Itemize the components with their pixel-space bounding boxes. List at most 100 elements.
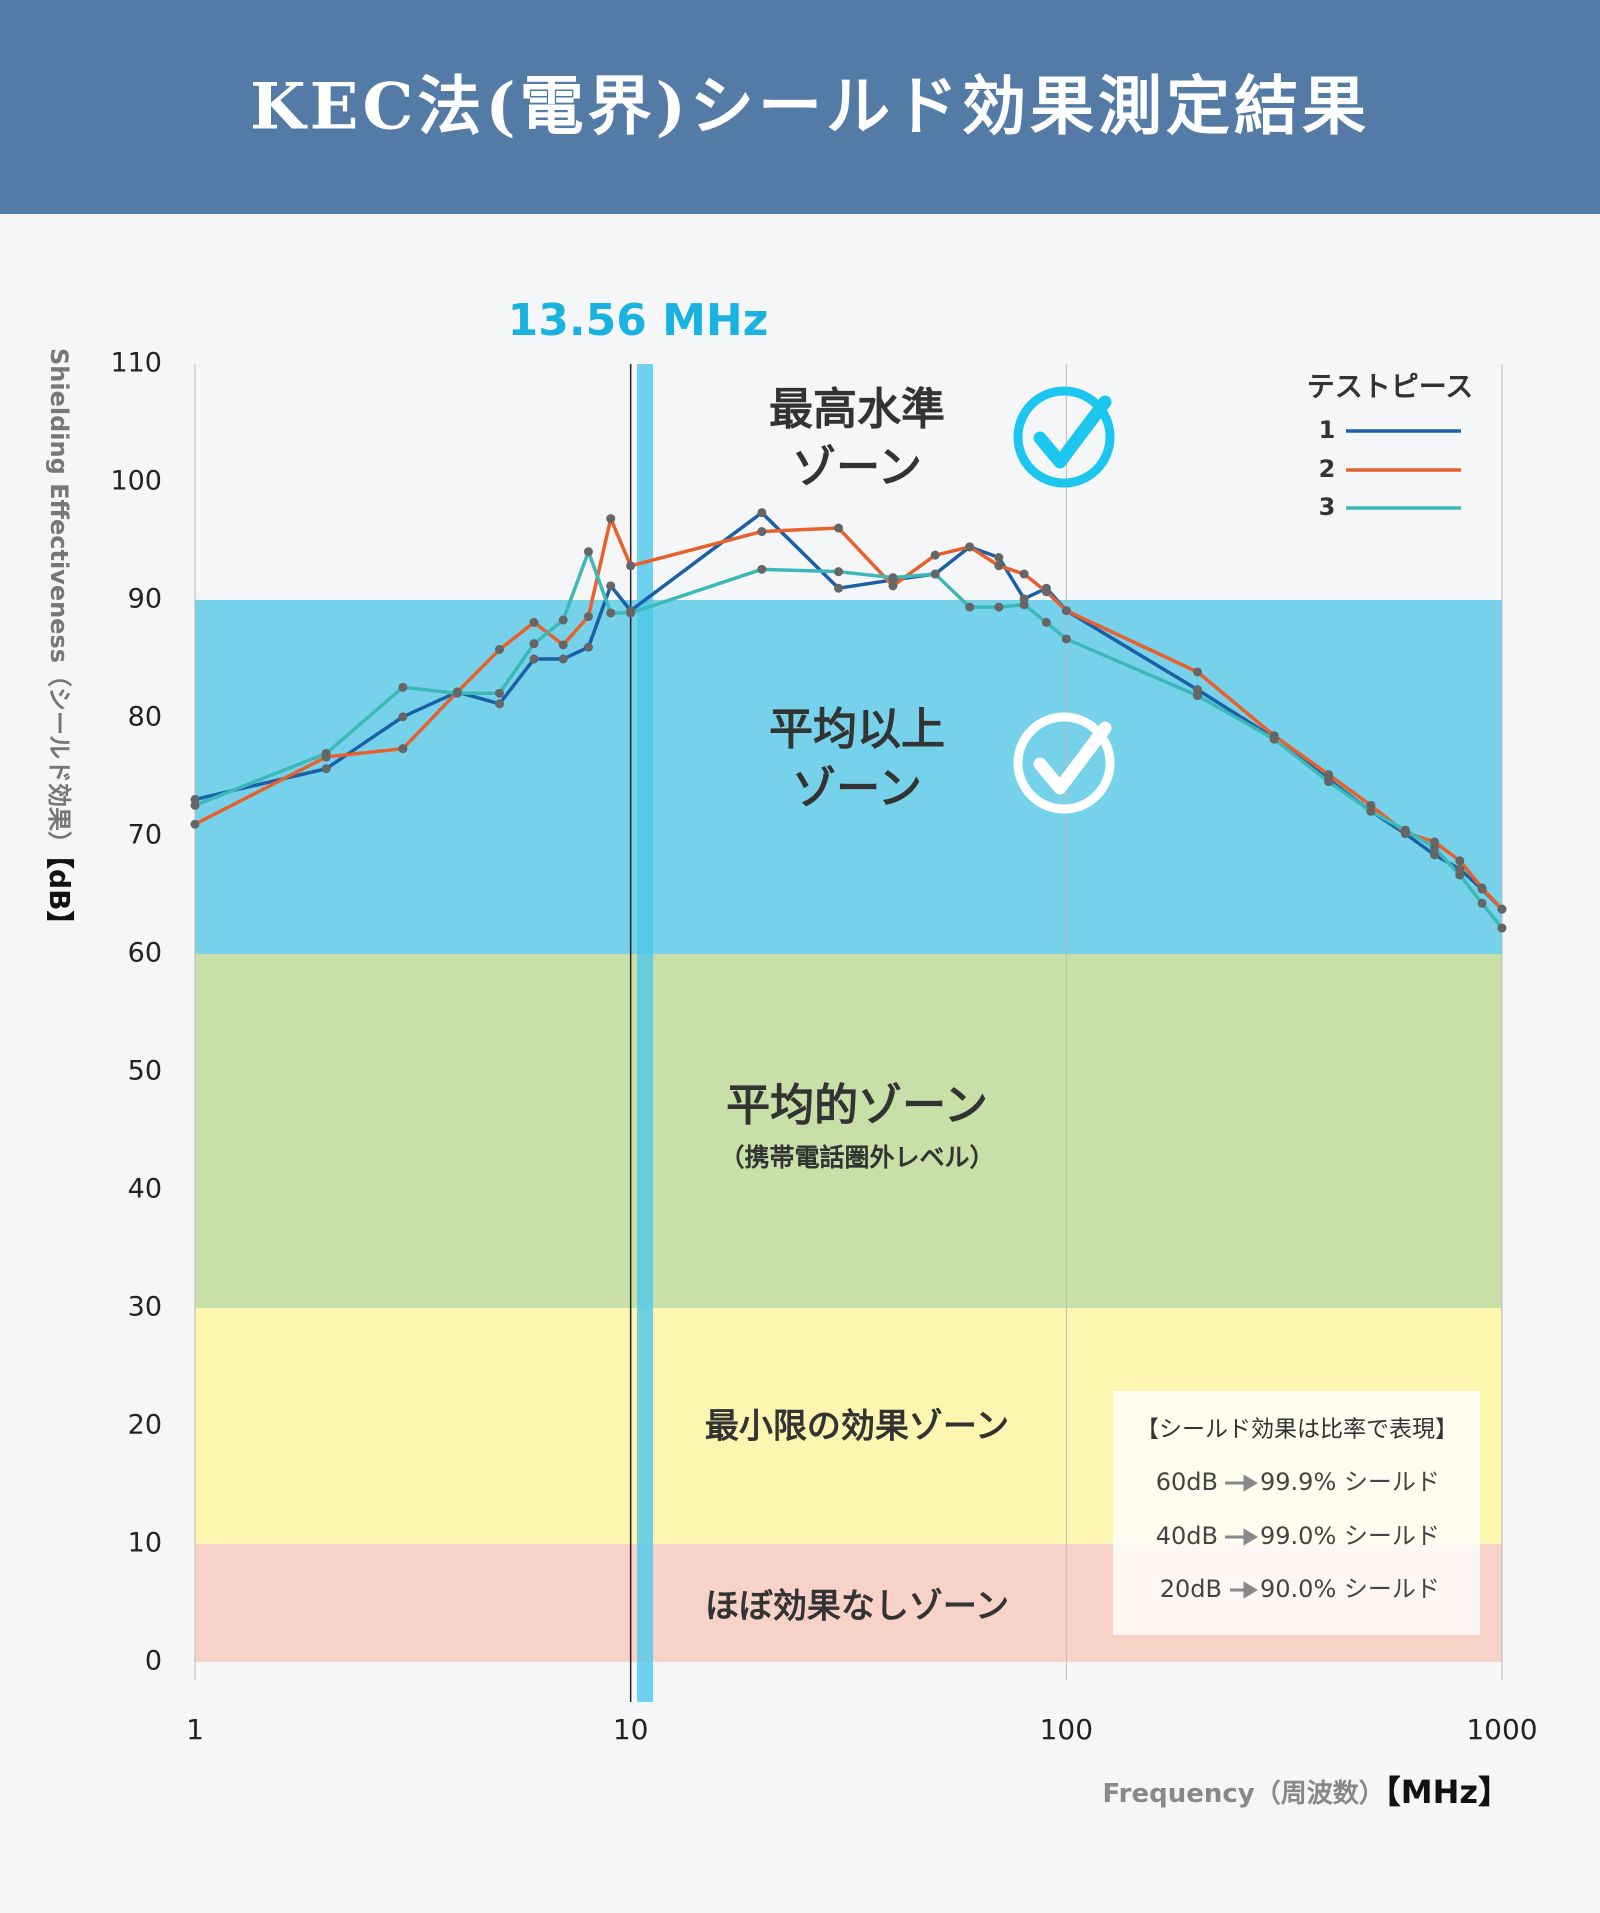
zone-label: 平均的ゾーン (726, 1080, 988, 1131)
data-point (1497, 923, 1507, 933)
data-point (834, 523, 844, 533)
data-point (1061, 606, 1071, 616)
legend-label: 2 (1319, 455, 1336, 483)
x-tick-label: 1000 (1466, 1713, 1537, 1746)
note-db: 40dB (1156, 1522, 1218, 1550)
data-point (1324, 770, 1334, 780)
zone (195, 954, 1502, 1308)
data-point (495, 688, 505, 698)
x-tick-label: 100 (1040, 1713, 1093, 1746)
page-title: KEC法(電界)シールド効果測定結果 (250, 70, 1370, 145)
data-point (1324, 777, 1334, 787)
zone-label: 平均以上 (769, 704, 945, 755)
data-point (994, 561, 1004, 571)
zone-label: 最小限の効果ゾーン (705, 1407, 1009, 1447)
data-point (398, 744, 408, 754)
header-bar (0, 0, 1600, 214)
data-point (757, 564, 767, 574)
data-point (757, 508, 767, 518)
series-line (194, 549, 1504, 930)
data-point (1455, 870, 1465, 880)
data-point (398, 682, 408, 692)
data-point (529, 617, 539, 627)
legend-title: テストピース (1307, 370, 1474, 403)
x-tick-label: 10 (613, 1713, 649, 1746)
data-point (1019, 569, 1029, 579)
legend-label: 1 (1319, 416, 1336, 444)
check-icon (1013, 712, 1115, 814)
highlight-band (637, 364, 653, 1702)
x-label-text: Frequency（周波数） (1103, 1779, 1385, 1809)
zone-label: ゾーン (792, 442, 922, 493)
data-point (834, 583, 844, 593)
data-point (495, 699, 505, 709)
y-tick-label: 70 (128, 820, 162, 851)
x-label-unit: 【MHz】 (1385, 1773, 1510, 1811)
data-point (834, 567, 844, 577)
data-point (1269, 734, 1279, 744)
data-point (1041, 617, 1051, 627)
data-point (529, 654, 539, 664)
data-point (321, 748, 331, 758)
data-point (1400, 825, 1410, 835)
data-point (965, 602, 975, 612)
data-point (994, 602, 1004, 612)
data-point (529, 639, 539, 649)
data-point (930, 569, 940, 579)
y-tick-label: 0 (145, 1646, 162, 1677)
data-point (1497, 904, 1507, 914)
data-point (558, 615, 568, 625)
data-point (495, 645, 505, 655)
data-point (398, 712, 408, 722)
data-point (1019, 600, 1029, 610)
data-point (583, 612, 593, 622)
data-point (888, 573, 898, 583)
data-point (606, 581, 616, 591)
highlight-label: 13.56 MHz (508, 295, 769, 346)
y-axis-label: Shielding Effectiveness（シールド効果）【dB】 (43, 348, 76, 938)
data-point (583, 642, 593, 652)
y-tick-label: 80 (128, 702, 162, 733)
data-point (626, 561, 636, 571)
data-point (452, 688, 462, 698)
note-db: 20dB (1160, 1575, 1222, 1603)
data-point (930, 550, 940, 560)
data-point (1430, 843, 1440, 853)
data-point (1192, 667, 1202, 677)
data-point (888, 581, 898, 591)
data-point (558, 654, 568, 664)
zone-label: ゾーン (792, 763, 922, 814)
y-tick-label: 110 (110, 348, 162, 379)
y-tick-label: 90 (128, 584, 162, 615)
y-tick-label: 50 (128, 1056, 162, 1087)
data-point (1477, 898, 1487, 908)
data-point (965, 542, 975, 552)
data-point (1455, 856, 1465, 866)
data-point (321, 764, 331, 774)
data-point (558, 640, 568, 650)
data-point (583, 547, 593, 557)
note-ratio: 99.9% シールド (1260, 1468, 1440, 1496)
note-db: 60dB (1156, 1468, 1218, 1496)
data-point (626, 608, 636, 618)
y-label-unit: 【dB】 (43, 855, 76, 938)
data-point (190, 800, 200, 810)
data-point (606, 514, 616, 524)
data-point (1041, 587, 1051, 597)
note-title: 【シールド効果は比率で表現】 (1136, 1417, 1458, 1443)
data-point (1477, 883, 1487, 893)
note-ratio: 99.0% シールド (1260, 1522, 1440, 1550)
data-point (1061, 634, 1071, 644)
zone-sublabel: （携帯電話圏外レベル） (719, 1143, 994, 1172)
note-ratio: 90.0% シールド (1260, 1575, 1440, 1603)
data-point (1192, 691, 1202, 701)
zone (195, 600, 1502, 954)
zone-label: ほぼ効果なしゾーン (705, 1587, 1009, 1627)
data-point (190, 819, 200, 829)
data-point (994, 553, 1004, 563)
y-tick-label: 100 (110, 466, 162, 497)
data-point (1430, 850, 1440, 860)
x-axis-label: Frequency（周波数）【MHz】 (1103, 1773, 1510, 1811)
data-point (606, 608, 616, 618)
data-point (757, 527, 767, 537)
